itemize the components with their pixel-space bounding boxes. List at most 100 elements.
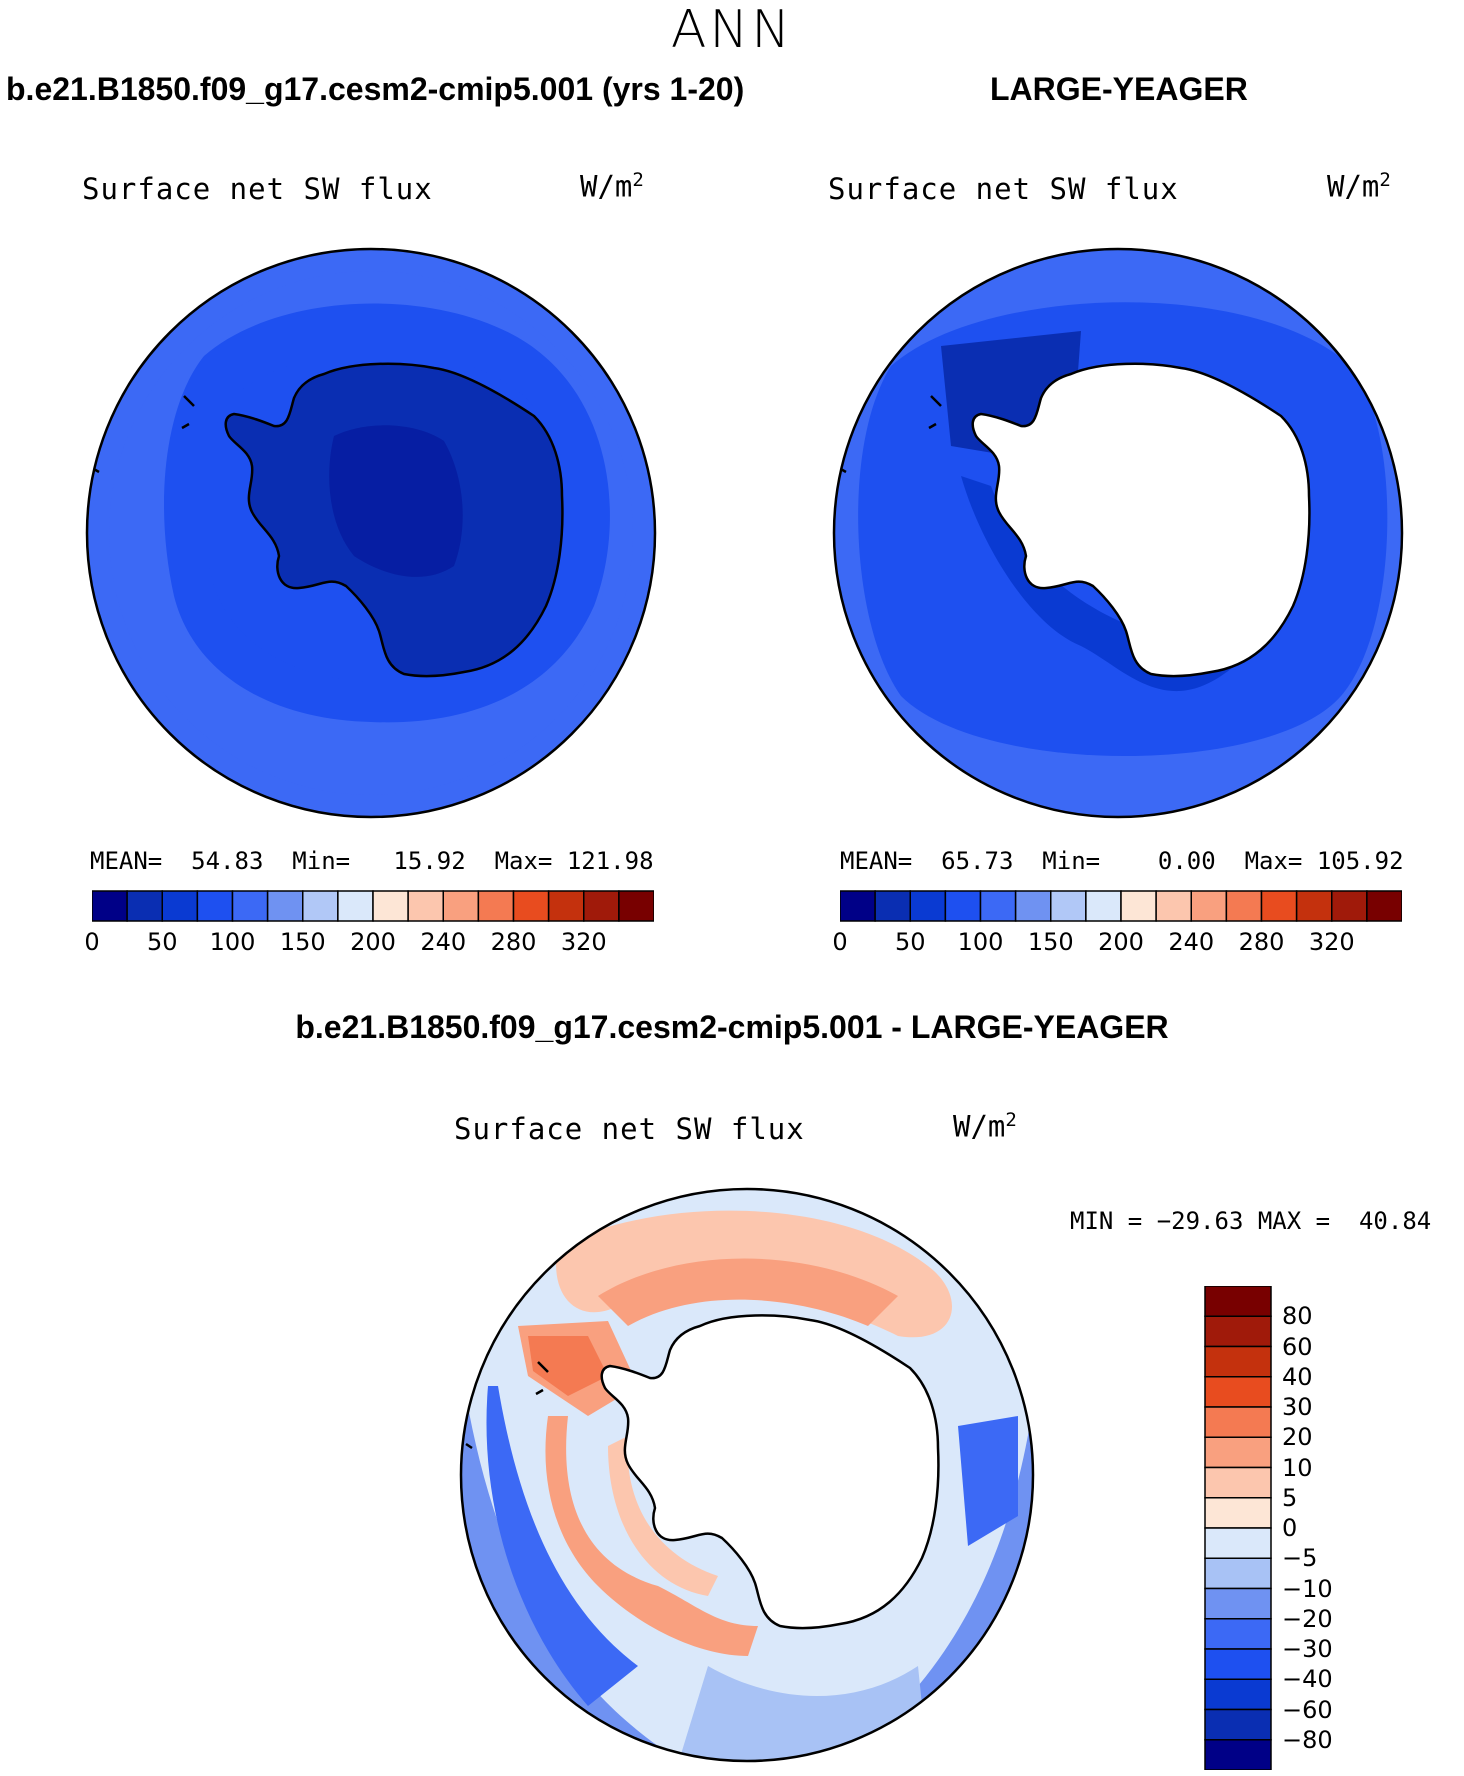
- diff-colorbar-tick: 40: [1282, 1362, 1313, 1391]
- obs-variable-title: Surface net SW flux: [828, 172, 1179, 206]
- diff-units: W/m2: [953, 1109, 1017, 1144]
- test-colorbar: [92, 890, 654, 922]
- test-colorbar-tick: 320: [560, 928, 607, 956]
- diff-colorbar-box: [1204, 1315, 1272, 1348]
- diff-colorbar-box: [1204, 1286, 1272, 1317]
- obs-colorbar-box: [1295, 890, 1333, 922]
- diff-colorbar-tick: 30: [1282, 1393, 1313, 1421]
- diff-colorbar-box: [1204, 1557, 1272, 1590]
- test-units: W/m2: [580, 169, 644, 204]
- obs-colorbar-ticks: 0 50 100 150 200 240 280 320: [832, 928, 1402, 958]
- diff-colorbar-box: [1204, 1436, 1272, 1469]
- test-colorbar-box: [302, 890, 339, 922]
- diff-colorbar-tick: 80: [1282, 1302, 1313, 1331]
- test-polar-map: [85, 247, 657, 819]
- diff-west-darker: [486, 1386, 638, 1706]
- obs-colorbar-tick: 100: [957, 928, 1004, 956]
- obs-map-border: [832, 247, 1404, 819]
- diff-colorbar-tick: −60: [1282, 1695, 1333, 1724]
- test-colorbar-box: [547, 890, 585, 922]
- test-colorbar-tick: 200: [350, 928, 396, 956]
- test-colorbar-box: [512, 890, 550, 922]
- test-colorbar-tick: 50: [146, 928, 178, 956]
- diff-case-title: b.e21.B1850.f09_g17.cesm2-cmip5.001 - LA…: [295, 1009, 1169, 1045]
- diff-colorbar-box: [1204, 1497, 1272, 1529]
- diff-variable-title: Surface net SW flux: [454, 1112, 805, 1146]
- obs-antarctica: [971, 362, 1311, 678]
- diff-colorbar-tick: −20: [1282, 1604, 1333, 1633]
- diff-colorbar-ticks: 80 60 40 30 20 10 5 0 −5 −10 −20 −30 −40 −60 −80: [1282, 1286, 1362, 1770]
- diff-colorbar-box: [1204, 1678, 1272, 1711]
- obs-colorbar: [840, 890, 1402, 922]
- diff-colorbar-tick: −10: [1282, 1574, 1333, 1603]
- obs-colorbar-box: [944, 890, 982, 922]
- diff-north-ring-core: [598, 1258, 898, 1326]
- diff-polar-map: [459, 1187, 1035, 1763]
- obs-colorbar-box: [874, 890, 912, 922]
- obs-colorbar-box: [1050, 890, 1087, 922]
- diff-colorbar-tick: −40: [1282, 1665, 1333, 1694]
- diff-colorbar-tick: 60: [1282, 1332, 1313, 1361]
- obs-colorbar-tick: 320: [1308, 928, 1355, 956]
- diff-colorbar-tick: 0: [1282, 1514, 1298, 1542]
- obs-colorbar-box: [1366, 890, 1402, 922]
- test-colorbar-box: [583, 890, 620, 922]
- diff-colorbar-box: [1204, 1466, 1272, 1499]
- obs-colorbar-box: [909, 890, 947, 922]
- diff-ice-edge-warm: [545, 1416, 758, 1656]
- obs-colorbar-tick: 0: [832, 928, 848, 956]
- test-colorbar-box: [266, 890, 304, 922]
- diff-colorbar-box: [1204, 1648, 1272, 1680]
- diff-colorbar-box: [1204, 1708, 1272, 1741]
- obs-units: W/m2: [1327, 169, 1391, 204]
- obs-colorbar-tick: 150: [1027, 928, 1074, 956]
- obs-colorbar-box: [1331, 890, 1368, 922]
- season-title: ANN: [670, 0, 794, 60]
- obs-colorbar-box: [1014, 890, 1052, 922]
- diff-colorbar-tick: 5: [1282, 1483, 1298, 1512]
- diff-colorbar-box: [1204, 1345, 1272, 1378]
- diff-colorbar-box: [1204, 1587, 1272, 1620]
- diff-weddell-hot: [528, 1336, 608, 1396]
- diff-colorbar-tick: 10: [1282, 1453, 1313, 1482]
- test-colorbar-box: [231, 890, 269, 922]
- test-colorbar-box: [442, 890, 480, 922]
- diff-map-border: [459, 1187, 1035, 1763]
- diff-antarctica: [600, 1314, 940, 1630]
- obs-polar-map: [832, 247, 1404, 819]
- diff-colorbar-box: [1204, 1739, 1272, 1770]
- test-colorbar-box: [92, 890, 128, 922]
- obs-colorbar-box: [1190, 890, 1228, 922]
- test-colorbar-box: [196, 890, 234, 922]
- test-colorbar-box: [407, 890, 445, 922]
- test-plateau: [329, 425, 463, 577]
- obs-colorbar-tick: 200: [1098, 928, 1144, 956]
- obs-colorbar-tick: 240: [1168, 928, 1215, 956]
- test-colorbar-box: [372, 890, 409, 922]
- test-colorbar-ticks: 0 50 100 150 200 240 280 320: [84, 928, 654, 958]
- obs-colorbar-box: [979, 890, 1017, 922]
- diff-colorbar-box: [1204, 1376, 1272, 1408]
- diff-colorbar-tick: −80: [1282, 1725, 1333, 1754]
- test-antarctica: [224, 362, 564, 678]
- obs-colorbar-box: [1120, 890, 1157, 922]
- obs-colorbar-box: [1225, 890, 1263, 922]
- obs-colorbar-box: [840, 890, 876, 922]
- obs-colorbar-box: [1260, 890, 1298, 922]
- test-colorbar-box: [618, 890, 654, 922]
- diff-colorbar-tick: −30: [1282, 1635, 1333, 1663]
- diff-colorbar-box: [1204, 1527, 1272, 1559]
- test-colorbar-box: [477, 890, 515, 922]
- test-colorbar-tick: 240: [420, 928, 467, 956]
- test-case-title: b.e21.B1850.f09_g17.cesm2-cmip5.001 (yrs…: [6, 71, 745, 107]
- diff-minmax: MIN = −29.63 MAX = 40.84: [1070, 1207, 1432, 1235]
- test-colorbar-tick: 0: [84, 928, 100, 956]
- test-colorbar-tick: 100: [209, 928, 256, 956]
- test-stats: MEAN= 54.83 Min= 15.92 Max= 121.98: [90, 847, 654, 875]
- diff-colorbar-box: [1204, 1406, 1272, 1438]
- obs-colorbar-box: [1085, 890, 1122, 922]
- test-colorbar-tick: 280: [490, 928, 537, 956]
- obs-colorbar-tick: 280: [1238, 928, 1285, 956]
- diff-colorbar-tick: 20: [1282, 1423, 1313, 1452]
- test-map-border: [85, 247, 657, 819]
